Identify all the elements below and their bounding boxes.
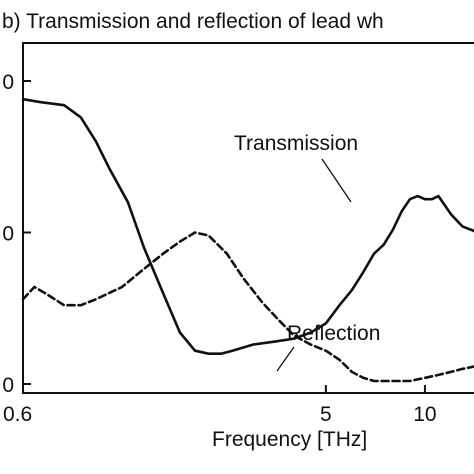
y-tick-label: 0 (2, 71, 14, 94)
y-tick-label: 0 (2, 374, 14, 397)
annotations: Transmission Reflection (234, 132, 380, 372)
x-tick-label: 10 (413, 403, 436, 426)
series-reflection-line (21, 231, 474, 383)
x-axis-label: Frequency [THz] (212, 428, 367, 451)
annotation-transmission-leader (321, 158, 352, 203)
annotation-reflection-leader (276, 346, 295, 372)
series-layer (21, 97, 474, 383)
series-transmission-line (21, 97, 474, 355)
annotation-transmission: Transmission (234, 132, 358, 155)
y-tick-label: 0 (2, 223, 14, 246)
chart-title: b) Transmission and reflection of lead w… (2, 10, 384, 33)
x-tick-label: 5 (320, 403, 332, 426)
plot-frame (22, 42, 474, 394)
ticks: 0.6 5 10 0 0 0 (2, 71, 436, 426)
x-tick-label: 0.6 (3, 403, 32, 426)
annotation-reflection: Reflection (287, 322, 380, 345)
